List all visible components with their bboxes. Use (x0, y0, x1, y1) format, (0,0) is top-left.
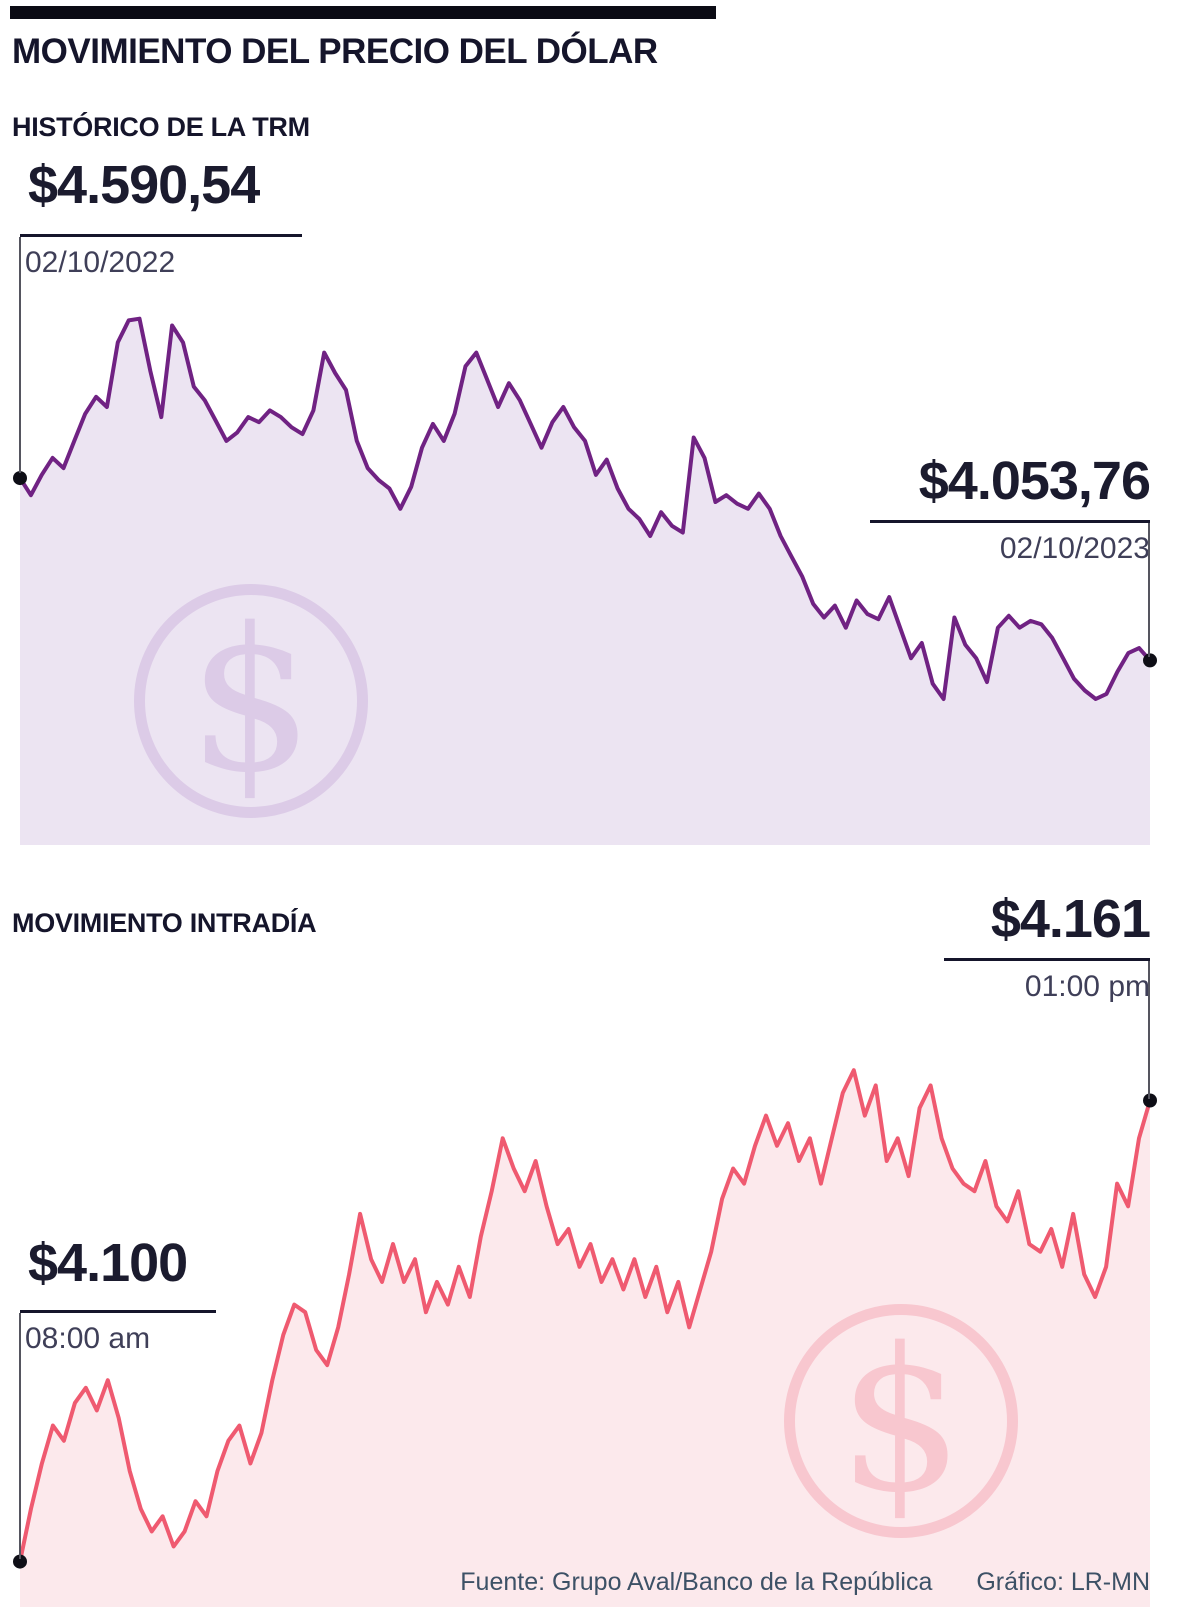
intraday-end-date: 01:00 pm (1024, 970, 1150, 1003)
intraday-start-date: 08:00 am (25, 1322, 151, 1355)
trm-start-date: 02/10/2022 (25, 246, 176, 279)
trm-chart-title: HISTÓRICO DE LA TRM (12, 112, 310, 142)
footer: Fuente: Grupo Aval/Banco de la República… (460, 1568, 1150, 1597)
page-title: MOVIMIENTO DEL PRECIO DEL DÓLAR (12, 32, 658, 71)
intraday-end-connector-line (1148, 961, 1150, 1099)
intraday-start-connector-line (19, 1313, 21, 1559)
source-credit: Fuente: Grupo Aval/Banco de la República (460, 1568, 933, 1596)
intraday-chart-title: MOVIMIENTO INTRADÍA (12, 908, 317, 938)
intraday-end-value: $4.161 (990, 889, 1151, 949)
trm-start-value: $4.590,54 (28, 155, 260, 215)
intraday-end-underline (944, 958, 1150, 961)
trm-start-underline (20, 234, 302, 237)
trm-end-connector-line (1148, 523, 1150, 657)
trm-end-underline (870, 520, 1150, 523)
trm-start-connector-line (19, 237, 21, 473)
dollar-sign-circle-icon: $ (134, 584, 368, 818)
trm-end-value: $4.053,76 (918, 451, 1151, 511)
intraday-start-value: $4.100 (28, 1233, 188, 1293)
trm-end-date: 02/10/2023 (999, 532, 1150, 565)
dollar-sign-circle-icon: $ (784, 1304, 1018, 1538)
graphic-credit: Gráfico: LR-MN (976, 1568, 1150, 1596)
intraday-area-chart (13, 1068, 1157, 1607)
intraday-start-underline (20, 1310, 216, 1313)
dollar-symbol: $ (838, 1304, 964, 1536)
title-accent-bar (10, 6, 716, 19)
dollar-symbol: $ (188, 584, 314, 816)
